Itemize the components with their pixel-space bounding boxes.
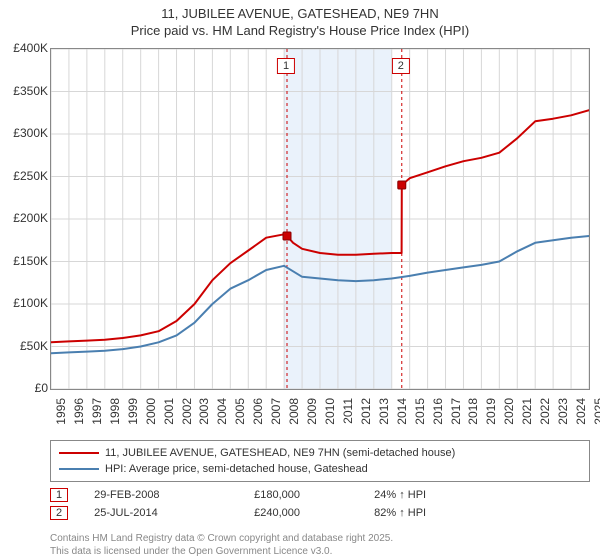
x-tick-label: 2023: [556, 398, 570, 438]
datapoint-date-2: 25-JUL-2014: [94, 507, 254, 519]
x-tick-label: 2004: [215, 398, 229, 438]
x-tick-label: 2021: [520, 398, 534, 438]
datapoint-price-2: £240,000: [254, 507, 374, 519]
x-tick-label: 2020: [502, 398, 516, 438]
license-text: Contains HM Land Registry data © Crown c…: [50, 533, 590, 558]
x-tick-label: 2011: [341, 398, 355, 438]
x-tick-label: 1999: [126, 398, 140, 438]
x-tick-label: 2001: [162, 398, 176, 438]
chart-svg: [51, 49, 589, 389]
datapoint-date-1: 29-FEB-2008: [94, 489, 254, 501]
y-tick-label: £150K: [2, 254, 48, 268]
x-tick-label: 2018: [466, 398, 480, 438]
license-line2: This data is licensed under the Open Gov…: [50, 546, 332, 557]
legend-label-price-paid: 11, JUBILEE AVENUE, GATESHEAD, NE9 7HN (…: [105, 445, 455, 461]
callout-box: 1: [277, 58, 295, 74]
x-tick-label: 2007: [269, 398, 283, 438]
y-tick-label: £0: [2, 381, 48, 395]
y-tick-label: £200K: [2, 211, 48, 225]
datapoint-row-2: 2 25-JUL-2014 £240,000 82% ↑ HPI: [50, 506, 590, 520]
x-tick-label: 2025: [592, 398, 600, 438]
datapoint-price-1: £180,000: [254, 489, 374, 501]
x-tick-label: 2017: [449, 398, 463, 438]
x-tick-label: 2010: [323, 398, 337, 438]
y-tick-label: £400K: [2, 41, 48, 55]
datapoint-index-2: 2: [50, 506, 68, 520]
x-tick-label: 1996: [72, 398, 86, 438]
x-tick-label: 2015: [413, 398, 427, 438]
x-tick-label: 2013: [377, 398, 391, 438]
x-tick-label: 2003: [197, 398, 211, 438]
y-tick-label: £250K: [2, 169, 48, 183]
x-tick-label: 2016: [431, 398, 445, 438]
x-tick-label: 2022: [538, 398, 552, 438]
datapoint-delta-2: 82% ↑ HPI: [374, 507, 426, 519]
x-tick-label: 2008: [287, 398, 301, 438]
y-tick-label: £100K: [2, 296, 48, 310]
datapoints-table: 1 29-FEB-2008 £180,000 24% ↑ HPI 2 25-JU…: [50, 484, 590, 520]
legend-swatch-price-paid: [59, 452, 99, 454]
title-line2: Price paid vs. HM Land Registry's House …: [131, 23, 469, 38]
x-tick-label: 1997: [90, 398, 104, 438]
legend-swatch-hpi: [59, 468, 99, 470]
legend-label-hpi: HPI: Average price, semi-detached house,…: [105, 461, 368, 477]
legend-row-price-paid: 11, JUBILEE AVENUE, GATESHEAD, NE9 7HN (…: [59, 445, 581, 461]
x-tick-label: 2000: [144, 398, 158, 438]
title-line1: 11, JUBILEE AVENUE, GATESHEAD, NE9 7HN: [161, 6, 438, 21]
legend-row-hpi: HPI: Average price, semi-detached house,…: [59, 461, 581, 477]
legend-box: 11, JUBILEE AVENUE, GATESHEAD, NE9 7HN (…: [50, 440, 590, 482]
chart-title: 11, JUBILEE AVENUE, GATESHEAD, NE9 7HN P…: [0, 0, 600, 40]
license-line1: Contains HM Land Registry data © Crown c…: [50, 533, 393, 544]
datapoint-row-1: 1 29-FEB-2008 £180,000 24% ↑ HPI: [50, 488, 590, 502]
x-tick-label: 2009: [305, 398, 319, 438]
x-tick-label: 2012: [359, 398, 373, 438]
x-tick-label: 2005: [233, 398, 247, 438]
x-tick-label: 1995: [54, 398, 68, 438]
y-tick-label: £50K: [2, 339, 48, 353]
x-tick-label: 2002: [180, 398, 194, 438]
datapoint-delta-1: 24% ↑ HPI: [374, 489, 426, 501]
y-tick-label: £300K: [2, 126, 48, 140]
x-tick-label: 1998: [108, 398, 122, 438]
x-tick-label: 2014: [395, 398, 409, 438]
callout-box: 2: [392, 58, 410, 74]
x-tick-label: 2024: [574, 398, 588, 438]
y-tick-label: £350K: [2, 84, 48, 98]
chart-plot-area: [50, 48, 590, 390]
x-tick-label: 2019: [484, 398, 498, 438]
datapoint-index-1: 1: [50, 488, 68, 502]
x-tick-label: 2006: [251, 398, 265, 438]
